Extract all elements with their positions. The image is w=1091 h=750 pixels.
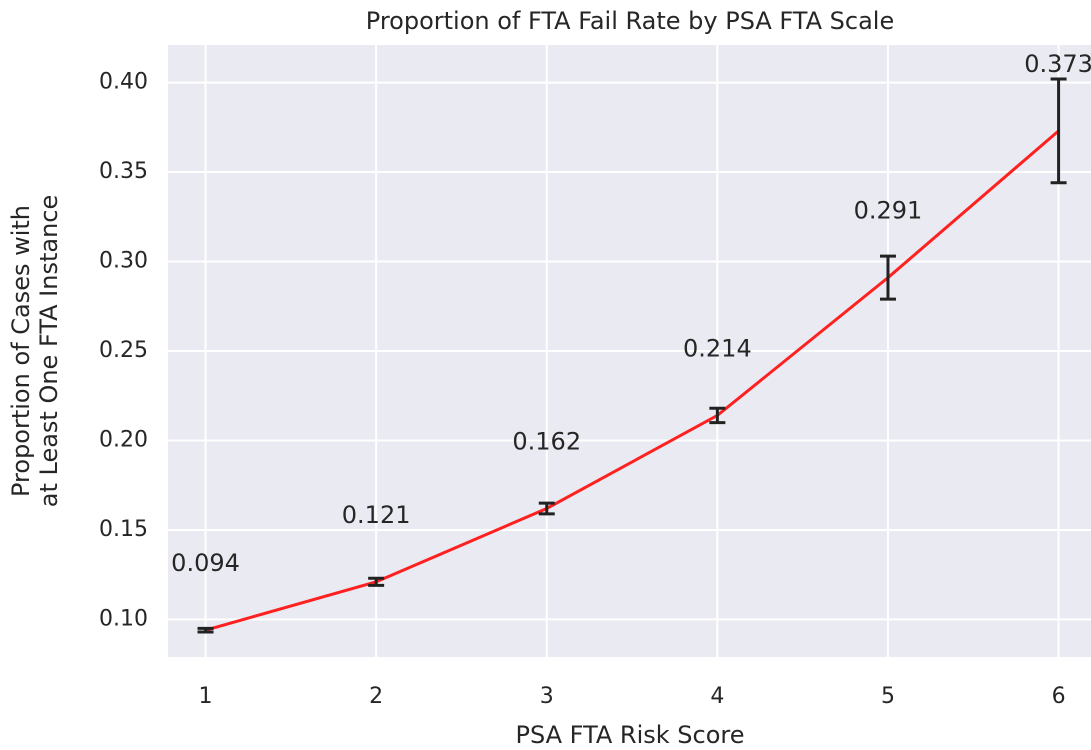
x-tick-label: 2 <box>369 684 383 709</box>
x-tick-label: 4 <box>710 684 724 709</box>
error-bar <box>1050 77 1067 185</box>
error-bar <box>709 406 726 425</box>
y-axis-label: Proportion of Cases with <box>7 205 35 497</box>
error-bar <box>197 626 214 634</box>
error-bar <box>879 254 896 301</box>
x-tick-label: 5 <box>881 684 895 709</box>
x-axis-label: PSA FTA Risk Score <box>515 721 744 749</box>
chart-title: Proportion of FTA Fail Rate by PSA FTA S… <box>366 7 894 35</box>
x-tick-label: 1 <box>199 684 213 709</box>
y-tick-label: 0.40 <box>99 70 148 95</box>
y-axis-label: at Least One FTA Instance <box>35 195 63 508</box>
y-tick-label: 0.30 <box>99 249 148 274</box>
error-bar <box>368 576 385 587</box>
y-tick-label: 0.20 <box>99 427 148 452</box>
data-label: 0.373 <box>1024 50 1091 78</box>
y-tick-label: 0.35 <box>99 159 148 184</box>
data-label: 0.214 <box>683 334 752 362</box>
y-tick-label: 0.10 <box>99 606 148 631</box>
error-bar <box>538 501 555 516</box>
x-tick-label: 3 <box>540 684 554 709</box>
data-label: 0.291 <box>854 197 923 225</box>
data-label: 0.121 <box>342 501 411 529</box>
x-tick-label: 6 <box>1052 684 1066 709</box>
data-label: 0.162 <box>512 427 581 455</box>
y-tick-label: 0.15 <box>99 517 148 542</box>
data-label: 0.094 <box>171 549 240 577</box>
y-tick-label: 0.25 <box>99 338 148 363</box>
line <box>205 129 1060 632</box>
